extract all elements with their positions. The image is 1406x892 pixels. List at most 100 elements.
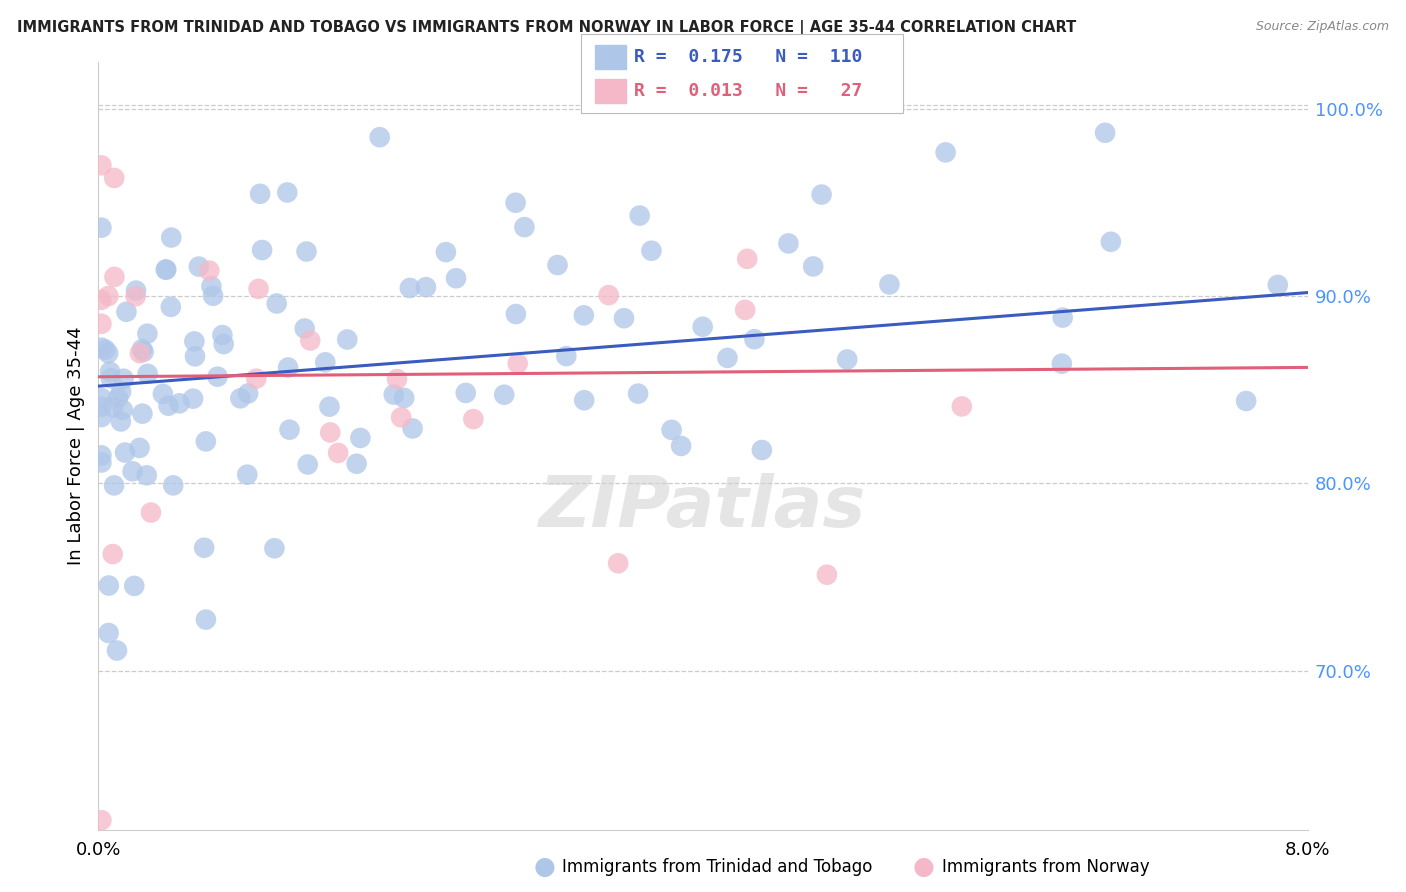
Point: [90, 410, 112, 425]
Point: [935, 145, 957, 160]
Point: [368, 130, 391, 145]
Point: [505, 195, 527, 210]
Point: [193, 541, 215, 555]
Point: [245, 372, 267, 386]
Point: [263, 541, 285, 556]
Point: [1094, 126, 1116, 140]
Point: [90, 293, 112, 307]
Point: [100, 371, 122, 385]
Point: [277, 360, 299, 375]
Point: [494, 387, 516, 401]
Point: [90, 220, 112, 235]
Point: [250, 243, 273, 257]
Point: [1099, 235, 1122, 249]
Point: [122, 579, 145, 593]
Point: [115, 305, 138, 319]
Point: [266, 296, 288, 310]
Point: [229, 392, 252, 406]
Point: [661, 423, 683, 437]
Point: [135, 468, 157, 483]
Point: [110, 384, 132, 399]
Point: [125, 289, 148, 303]
Point: [295, 244, 318, 259]
Point: [249, 186, 271, 201]
Point: [103, 171, 125, 186]
Point: [132, 344, 155, 359]
Point: [97, 289, 120, 303]
Point: [207, 369, 229, 384]
Point: [692, 319, 714, 334]
Point: [101, 401, 124, 415]
Point: [319, 425, 342, 440]
Point: [139, 506, 162, 520]
Point: [97, 346, 120, 360]
Text: Source: ZipAtlas.com: Source: ZipAtlas.com: [1256, 20, 1389, 33]
Text: IMMIGRANTS FROM TRINIDAD AND TOBAGO VS IMMIGRANTS FROM NORWAY IN LABOR FORCE | A: IMMIGRANTS FROM TRINIDAD AND TOBAGO VS I…: [17, 20, 1076, 36]
Point: [90, 449, 112, 463]
Point: [155, 262, 177, 277]
Text: ZIPatlas: ZIPatlas: [540, 473, 866, 541]
Point: [110, 414, 132, 428]
Point: [194, 434, 217, 449]
Point: [160, 230, 183, 244]
Point: [299, 334, 322, 348]
Point: [111, 403, 134, 417]
Point: [200, 279, 222, 293]
Point: [236, 386, 259, 401]
Point: [105, 643, 128, 657]
Point: [169, 396, 191, 410]
Point: [107, 391, 129, 405]
Point: [382, 387, 405, 401]
Point: [131, 343, 153, 357]
Point: [314, 355, 336, 369]
Point: [415, 280, 437, 294]
Point: [326, 446, 349, 460]
Point: [183, 334, 205, 349]
Point: [434, 245, 457, 260]
Point: [278, 423, 301, 437]
Point: [385, 372, 408, 386]
Point: [810, 187, 832, 202]
Point: [401, 421, 423, 435]
Point: [112, 372, 135, 386]
Text: Immigrants from Trinidad and Tobago: Immigrants from Trinidad and Tobago: [562, 858, 873, 876]
Point: [129, 346, 152, 360]
Point: [336, 333, 359, 347]
Point: [131, 407, 153, 421]
Point: [879, 277, 901, 292]
Point: [627, 386, 650, 401]
Point: [506, 357, 529, 371]
Point: [318, 400, 340, 414]
Point: [751, 443, 773, 458]
Point: [194, 613, 217, 627]
Point: [157, 399, 180, 413]
Point: [162, 478, 184, 492]
Point: [297, 458, 319, 472]
Text: R =  0.175   N =  110: R = 0.175 N = 110: [634, 48, 862, 66]
Point: [734, 302, 756, 317]
Text: Immigrants from Norway: Immigrants from Norway: [942, 858, 1150, 876]
Point: [513, 220, 536, 235]
Point: [389, 410, 412, 425]
Text: ●: ●: [912, 855, 935, 879]
Text: ●: ●: [533, 855, 555, 879]
Point: [159, 300, 181, 314]
Point: [103, 478, 125, 492]
Point: [125, 284, 148, 298]
Point: [463, 412, 485, 426]
Point: [247, 282, 270, 296]
Point: [444, 271, 467, 285]
Point: [90, 317, 112, 331]
Point: [778, 236, 800, 251]
Point: [555, 349, 578, 363]
Point: [1267, 277, 1289, 292]
Point: [574, 393, 596, 408]
Point: [121, 464, 143, 478]
Point: [505, 307, 527, 321]
Point: [547, 258, 569, 272]
Point: [198, 263, 221, 277]
Point: [152, 387, 174, 401]
Point: [669, 439, 692, 453]
Point: [90, 341, 112, 355]
Point: [640, 244, 662, 258]
